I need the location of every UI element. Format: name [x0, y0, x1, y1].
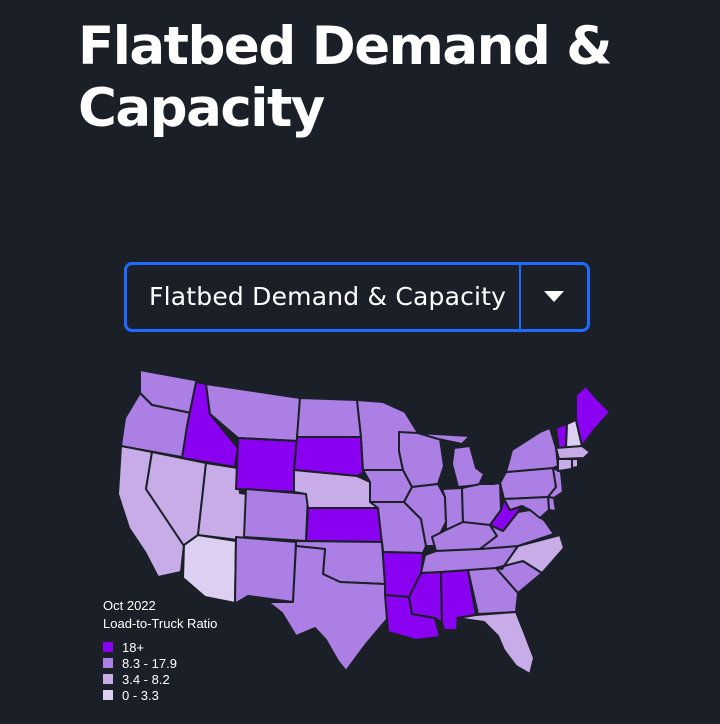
legend-swatch: [103, 642, 113, 652]
legend-item-label: 3.4 - 8.2: [122, 671, 170, 687]
legend-item-label: 18+: [122, 639, 145, 655]
legend-swatch: [103, 690, 113, 700]
caret-down-icon: [544, 291, 564, 302]
state-tx[interactable]: [267, 545, 389, 672]
legend-item-label: 8.3 - 17.9: [122, 655, 177, 671]
legend-item-3-4-8-2: 3.4 - 8.2: [103, 671, 217, 687]
state-sd[interactable]: [293, 436, 364, 477]
state-me[interactable]: [575, 385, 611, 447]
state-md[interactable]: [503, 496, 550, 519]
legend-metric: Load-to-Truck Ratio: [103, 616, 218, 631]
state-mi[interactable]: [417, 432, 485, 488]
state-nm[interactable]: [234, 536, 297, 604]
legend-swatch: [103, 658, 113, 668]
lake-huron: [470, 446, 488, 474]
states-layer: [117, 369, 611, 675]
state-ct[interactable]: [557, 458, 573, 472]
state-ma[interactable]: [555, 445, 591, 460]
state-wy[interactable]: [235, 437, 298, 493]
category-select-value: Flatbed Demand & Capacity: [149, 282, 507, 311]
state-nd[interactable]: [296, 397, 362, 438]
page-title: Flatbed Demand & Capacity: [78, 16, 613, 139]
state-fl[interactable]: [456, 611, 535, 675]
state-co[interactable]: [243, 488, 309, 542]
legend-item-label: 0 - 3.3: [122, 687, 159, 703]
lake-erie: [489, 472, 507, 484]
state-az[interactable]: [182, 534, 237, 604]
legend-item-0-3-3: 0 - 3.3: [103, 687, 217, 703]
state-ks[interactable]: [305, 507, 383, 543]
legend-item-18-plus: 18+: [103, 639, 217, 655]
legend-swatch: [103, 674, 113, 684]
lake-michigan: [441, 434, 452, 493]
legend-period: Oct 2022: [103, 598, 156, 613]
map-legend: Oct 2022 Load-to-Truck Ratio 18+ 8.3 - 1…: [103, 597, 217, 703]
state-ri[interactable]: [571, 458, 579, 469]
state-ny[interactable]: [505, 427, 559, 473]
legend-item-8-3-17-9: 8.3 - 17.9: [103, 655, 217, 671]
dropdown-toggle-button[interactable]: [519, 265, 587, 329]
category-select[interactable]: Flatbed Demand & Capacity: [124, 262, 590, 332]
